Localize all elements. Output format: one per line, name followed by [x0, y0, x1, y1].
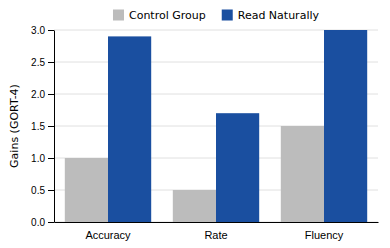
y-tick: 3.0	[31, 25, 54, 36]
y-axis-line	[54, 31, 55, 223]
legend-label: Control Group	[129, 9, 206, 22]
y-tick-mark	[48, 126, 54, 127]
x-tick-label: Fluency	[305, 229, 344, 241]
legend-swatch	[222, 10, 233, 21]
y-tick-label: 0.5	[31, 185, 45, 196]
y-tick-label: 3.0	[31, 25, 45, 36]
y-tick-mark	[48, 190, 54, 191]
y-tick: 1.0	[31, 153, 54, 164]
legend-item: Control Group	[113, 9, 206, 22]
y-tick-label: 2.0	[31, 89, 45, 100]
bar	[324, 30, 367, 222]
y-axis-title: Gains (GORT-4)	[8, 84, 21, 168]
y-tick-mark	[48, 30, 54, 31]
x-tick: Accuracy	[85, 229, 131, 241]
y-tick: 1.5	[31, 121, 54, 132]
bars	[65, 30, 367, 222]
y-tick-mark	[48, 62, 54, 63]
bar	[65, 158, 108, 222]
x-tick-label: Accuracy	[85, 229, 131, 241]
x-tick: Rate	[204, 229, 227, 241]
y-tick: 2.5	[31, 57, 54, 68]
bar-series	[108, 30, 367, 222]
y-tick: 0.0	[31, 217, 54, 228]
y-tick-label: 1.0	[31, 153, 45, 164]
legend: Control Group Read Naturally	[113, 9, 320, 22]
y-tick-mark	[48, 222, 54, 223]
bar-series	[65, 126, 324, 222]
y-tick-label: 0.0	[31, 217, 45, 228]
y-tick: 2.0	[31, 89, 54, 100]
y-tick: 0.5	[31, 185, 54, 196]
x-tick: Fluency	[305, 229, 344, 241]
plot: 0.0 0.5 1.0 1.5 2.0 2.5 3.0 Accuracy Rate Fluency	[31, 25, 378, 241]
x-axis: Accuracy Rate Fluency	[55, 223, 379, 241]
y-tick-label: 1.5	[31, 121, 45, 132]
chart-container: 0.0 0.5 1.0 1.5 2.0 2.5 3.0 Accuracy Rate Fluency…	[0, 0, 390, 248]
legend-label: Read Naturally	[238, 9, 320, 22]
y-axis: 0.0 0.5 1.0 1.5 2.0 2.5 3.0	[31, 25, 54, 228]
y-tick-label: 2.5	[31, 57, 45, 68]
bar	[281, 126, 324, 222]
x-tick-label: Rate	[204, 229, 227, 241]
chart: 0.0 0.5 1.0 1.5 2.0 2.5 3.0 Accuracy Rate Fluency…	[0, 0, 390, 248]
y-tick-mark	[48, 158, 54, 159]
bar	[108, 36, 151, 222]
legend-swatch	[113, 10, 124, 21]
legend-item: Read Naturally	[222, 9, 320, 22]
grid	[54, 30, 378, 222]
y-tick-mark	[48, 94, 54, 95]
x-axis-line	[55, 222, 379, 223]
bar	[216, 113, 259, 222]
bar	[173, 190, 216, 222]
